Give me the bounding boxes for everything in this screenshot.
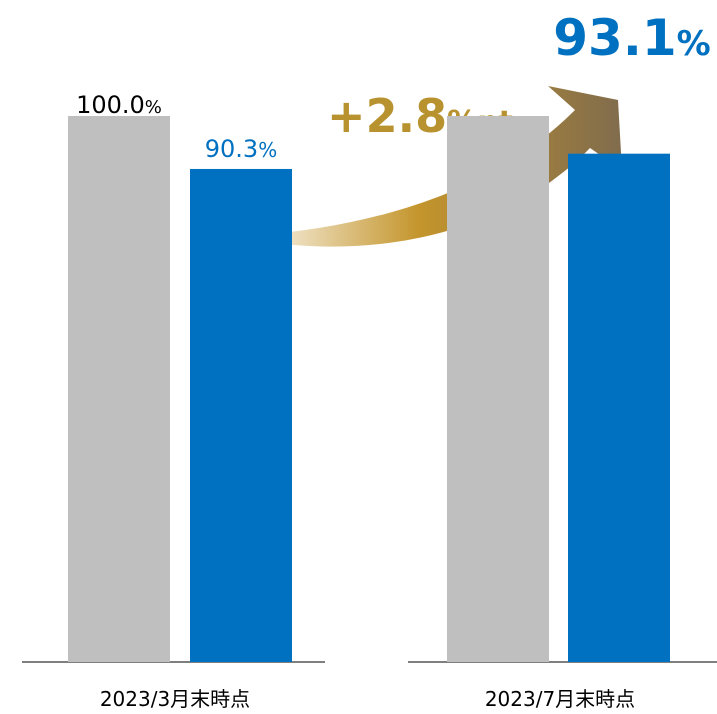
bar [447,116,549,662]
x-tick-label: 2023/3月末時点 [100,687,250,711]
bar [190,168,292,662]
value-label: 93.1% [553,9,710,67]
x-tick-label: 2023/7月末時点 [485,687,635,711]
bar [568,153,670,662]
value-label: 100.0% [76,91,162,119]
value-label: 90.3% [205,135,277,163]
bar [68,116,170,662]
